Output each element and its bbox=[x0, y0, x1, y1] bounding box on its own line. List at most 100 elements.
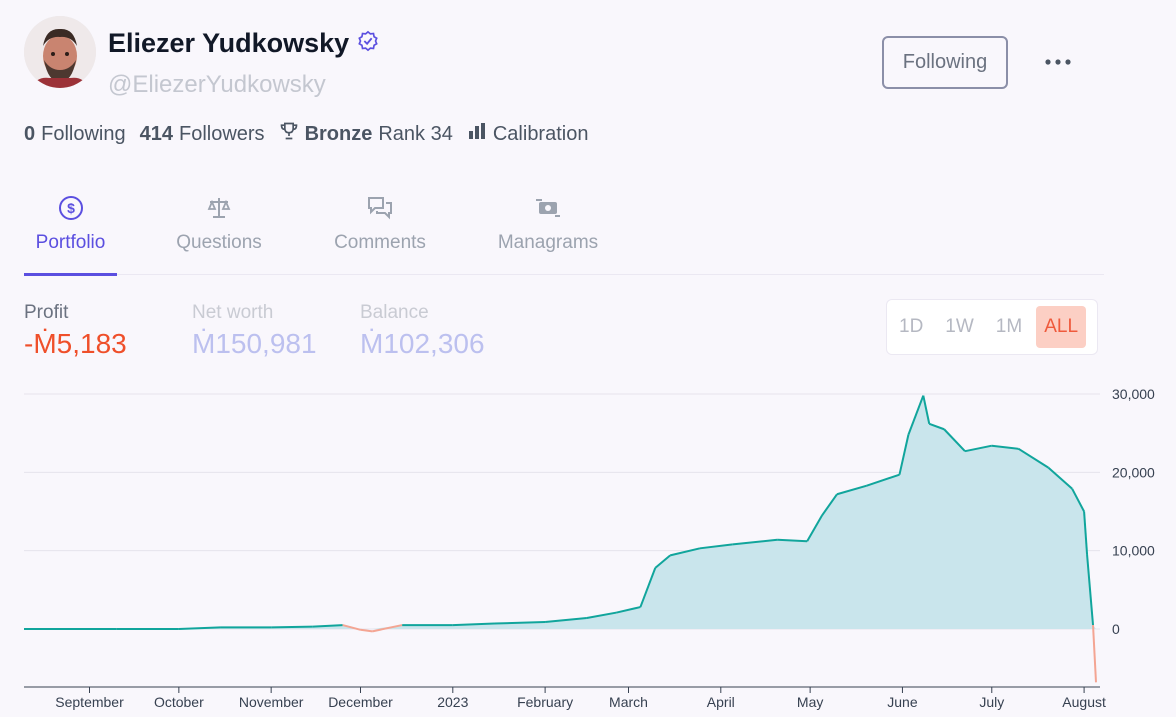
series-segment bbox=[1047, 466, 1073, 490]
x-tick-label: May bbox=[797, 694, 823, 710]
series-segment-negative bbox=[1092, 625, 1097, 683]
followers-label: Followers bbox=[178, 122, 265, 145]
calibration-link[interactable]: Calibration bbox=[467, 121, 589, 147]
followers-stat[interactable]: 414 Followers bbox=[140, 123, 265, 146]
y-tick-label: 10,000 bbox=[1112, 543, 1155, 559]
x-tick-label: November bbox=[239, 694, 304, 710]
series-segment bbox=[178, 626, 221, 630]
x-tick-label: October bbox=[154, 694, 204, 710]
bar-chart-icon bbox=[467, 121, 487, 147]
series-segment bbox=[1071, 488, 1085, 512]
following-stat[interactable]: 0 Following bbox=[24, 123, 126, 146]
series-segment bbox=[312, 624, 343, 628]
x-tick-label: 2023 bbox=[437, 694, 468, 710]
tab-label: Managrams bbox=[497, 232, 599, 253]
series-segment bbox=[1086, 554, 1095, 626]
y-tick-label: 30,000 bbox=[1112, 386, 1155, 402]
x-tick-label: June bbox=[887, 694, 918, 710]
following-label: Following bbox=[41, 122, 126, 145]
series-segment bbox=[898, 434, 910, 475]
balance-metric[interactable]: Balance Ṁ102,306 bbox=[360, 302, 485, 360]
tab-questions[interactable]: Questions bbox=[166, 195, 272, 275]
cash-transfer-icon bbox=[534, 195, 562, 226]
profile-tabs: $ Portfolio Questions Comments Managrams bbox=[24, 195, 1104, 276]
networth-label: Net worth bbox=[192, 302, 274, 323]
series-segment bbox=[545, 617, 587, 623]
series-segment bbox=[586, 611, 617, 620]
y-tick-label: 0 bbox=[1112, 621, 1120, 637]
verified-badge-icon bbox=[357, 30, 379, 57]
series-segment bbox=[777, 538, 808, 543]
series-segment-negative bbox=[342, 624, 361, 631]
series-segment bbox=[907, 395, 925, 436]
tab-label: Portfolio bbox=[35, 232, 106, 253]
tab-managrams[interactable]: Managrams bbox=[489, 195, 607, 275]
time-range-selector: 1D 1W 1M ALL bbox=[886, 299, 1098, 355]
series-segment bbox=[821, 493, 838, 516]
series-segment bbox=[866, 473, 900, 487]
avatar[interactable] bbox=[24, 16, 96, 88]
series-segment bbox=[943, 428, 966, 452]
followers-count: 414 bbox=[139, 122, 173, 145]
series-segment bbox=[669, 547, 701, 557]
x-tick-label: August bbox=[1062, 694, 1106, 710]
profit-chart[interactable]: 0 10,000 20,000 30,000 September October Novem… bbox=[0, 370, 1176, 717]
league-stat[interactable]: Bronze Rank 34 bbox=[279, 121, 453, 147]
series-segment bbox=[922, 395, 931, 424]
range-1w-button[interactable]: 1W bbox=[945, 316, 974, 337]
area-fill bbox=[24, 395, 1096, 629]
range-1m-button[interactable]: 1M bbox=[995, 316, 1023, 337]
profit-label: Profit bbox=[24, 302, 69, 323]
dollar-circle-icon: $ bbox=[58, 195, 84, 226]
series-segment bbox=[616, 606, 641, 614]
series-segment bbox=[639, 567, 657, 608]
balance-label: Balance bbox=[360, 302, 429, 323]
profile-handle: @EliezerYudkowsky bbox=[108, 71, 326, 98]
series-segment-negative bbox=[372, 624, 403, 633]
series-segment bbox=[732, 538, 778, 546]
series-segment bbox=[271, 625, 313, 629]
range-all-button[interactable]: ALL bbox=[1036, 306, 1087, 348]
y-tick-label: 20,000 bbox=[1112, 464, 1155, 480]
series-segment bbox=[654, 554, 671, 569]
x-tick-label: September bbox=[55, 694, 124, 710]
series-segment bbox=[806, 514, 823, 542]
range-1d-button[interactable]: 1D bbox=[899, 316, 924, 337]
x-tick-label: December bbox=[328, 694, 393, 710]
chat-bubbles-icon bbox=[366, 195, 394, 226]
calibration-label: Calibration bbox=[492, 122, 589, 145]
x-tick-label: March bbox=[609, 694, 648, 710]
series-segment bbox=[1083, 511, 1089, 555]
tab-portfolio[interactable]: $ Portfolio bbox=[24, 195, 117, 276]
x-tick-label: April bbox=[707, 694, 735, 710]
networth-value: Ṁ150,981 bbox=[192, 328, 317, 359]
tab-label: Comments bbox=[334, 232, 426, 253]
tab-comments[interactable]: Comments bbox=[324, 195, 436, 275]
series-segment bbox=[964, 444, 992, 453]
league-name: Bronze bbox=[304, 122, 373, 145]
more-options-icon[interactable] bbox=[1040, 44, 1076, 80]
series-segment-negative bbox=[360, 628, 373, 633]
profit-value: -Ṁ5,183 bbox=[24, 328, 127, 359]
series-segment bbox=[1018, 447, 1049, 469]
profile-name: Eliezer Yudkowsky bbox=[108, 28, 350, 58]
scale-icon bbox=[206, 195, 232, 226]
tab-label: Questions bbox=[176, 232, 262, 253]
series-segment bbox=[836, 484, 867, 496]
profit-metric[interactable]: Profit -Ṁ5,183 bbox=[24, 302, 127, 360]
series-segment bbox=[928, 422, 945, 431]
series-segment bbox=[452, 622, 495, 627]
x-tick-label: July bbox=[979, 694, 1004, 710]
series-segment bbox=[699, 543, 733, 550]
series-segment bbox=[991, 444, 1019, 450]
balance-value: Ṁ102,306 bbox=[360, 328, 485, 359]
league-rank: Rank 34 bbox=[378, 122, 453, 145]
x-tick-label: February bbox=[517, 694, 573, 710]
networth-metric[interactable]: Net worth Ṁ150,981 bbox=[192, 302, 317, 360]
series-segment bbox=[494, 620, 546, 625]
profile-stats: 0 Following 414 Followers Bronze Rank 34… bbox=[24, 121, 602, 147]
following-count: 0 bbox=[24, 122, 36, 145]
trophy-icon bbox=[279, 121, 299, 147]
svg-text:$: $ bbox=[67, 200, 75, 216]
following-button[interactable]: Following bbox=[882, 36, 1008, 89]
